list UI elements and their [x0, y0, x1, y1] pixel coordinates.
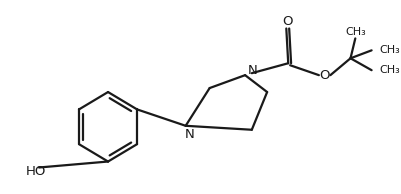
Text: CH₃: CH₃: [344, 28, 365, 37]
Text: HO: HO: [26, 165, 46, 178]
Text: CH₃: CH₃: [378, 45, 399, 55]
Text: CH₃: CH₃: [378, 65, 399, 75]
Text: O: O: [282, 15, 292, 28]
Text: O: O: [319, 69, 329, 82]
Text: N: N: [184, 128, 194, 141]
Text: N: N: [247, 64, 257, 77]
